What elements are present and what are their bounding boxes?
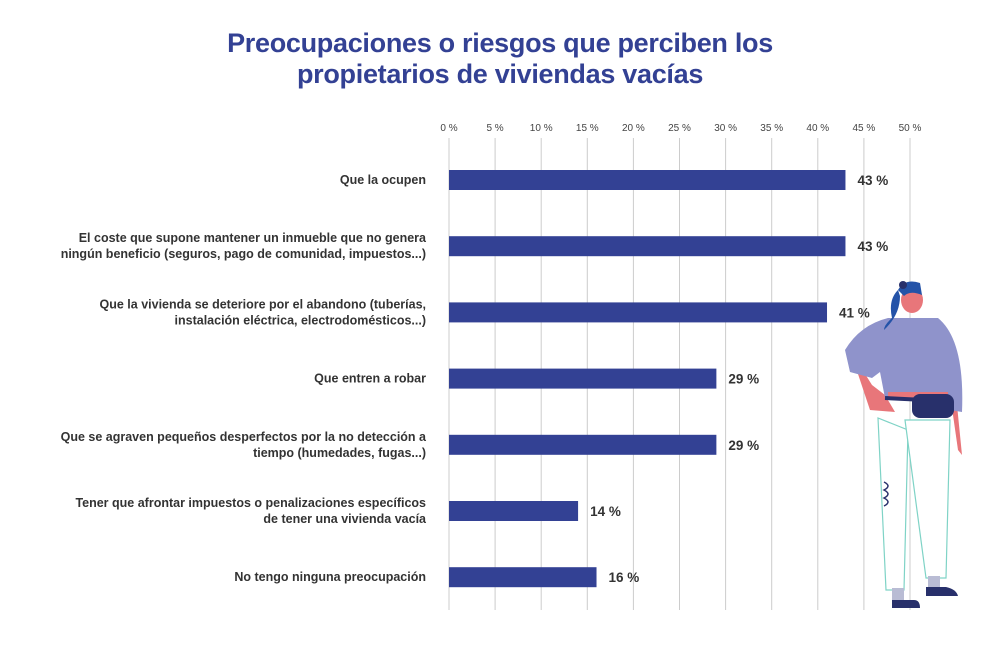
bar: [449, 302, 828, 323]
category-label: Tener que afrontar impuestos o penalizac…: [75, 496, 426, 510]
x-tick-label: 50 %: [899, 123, 922, 134]
chart-title-line-2: propietarios de viviendas vacías: [296, 59, 704, 89]
category-label: ningún beneficio (seguros, pago de comun…: [61, 247, 426, 261]
x-tick-label: 35 %: [760, 123, 783, 134]
value-label: 41 %: [839, 305, 870, 320]
x-tick-label: 15 %: [576, 123, 599, 134]
woman-illustration: [845, 281, 963, 608]
category-label: Que entren a robar: [314, 372, 426, 386]
x-tick-label: 45 %: [853, 123, 876, 134]
value-label: 16 %: [609, 570, 640, 585]
value-label: 14 %: [590, 504, 621, 519]
bar: [449, 236, 846, 257]
category-label: de tener una vivienda vacía: [263, 512, 427, 526]
category-labels: Que la ocupen El coste que supone mantene…: [61, 173, 427, 584]
chart-title: Preocupaciones o riesgos que perciben lo…: [0, 28, 1000, 90]
x-tick-label: 5 %: [486, 123, 503, 134]
bar: [449, 501, 579, 521]
value-label: 43 %: [857, 239, 888, 254]
bar: [449, 434, 717, 455]
x-tick-label: 10 %: [530, 123, 553, 134]
category-label: instalación eléctrica, electrodomésticos…: [175, 313, 426, 327]
category-label: Que la ocupen: [340, 173, 426, 187]
category-label: El coste que supone mantener un inmueble…: [79, 231, 427, 245]
x-tick-label: 30 %: [714, 123, 737, 134]
bar: [449, 368, 717, 389]
category-label: No tengo ninguna preocupación: [234, 570, 426, 584]
x-tick-label: 25 %: [668, 123, 691, 134]
chart-title-line-1: Preocupaciones o riesgos que perciben lo…: [227, 28, 773, 58]
x-tick-label: 0 %: [440, 123, 457, 134]
x-tick-label: 40 %: [806, 123, 829, 134]
bar: [449, 567, 597, 588]
value-label: 43 %: [857, 173, 888, 188]
value-label: 29 %: [728, 372, 759, 387]
bar: [449, 170, 846, 190]
value-label: 29 %: [728, 438, 759, 453]
category-label: tiempo (humedades, fugas...): [253, 446, 426, 460]
category-label: Que la vivienda se deteriore por el aban…: [100, 297, 426, 311]
x-tick-labels: 0 % 5 % 10 % 15 % 20 % 25 % 30 % 35 % 40 % 45 % 50…: [440, 123, 921, 134]
value-labels: 43 % 43 % 41 % 29 % 29 % 14 % 16 %: [590, 173, 888, 585]
bars: [449, 170, 846, 588]
category-label: Que se agraven pequeños desperfectos por…: [61, 430, 427, 444]
x-tick-label: 20 %: [622, 123, 645, 134]
